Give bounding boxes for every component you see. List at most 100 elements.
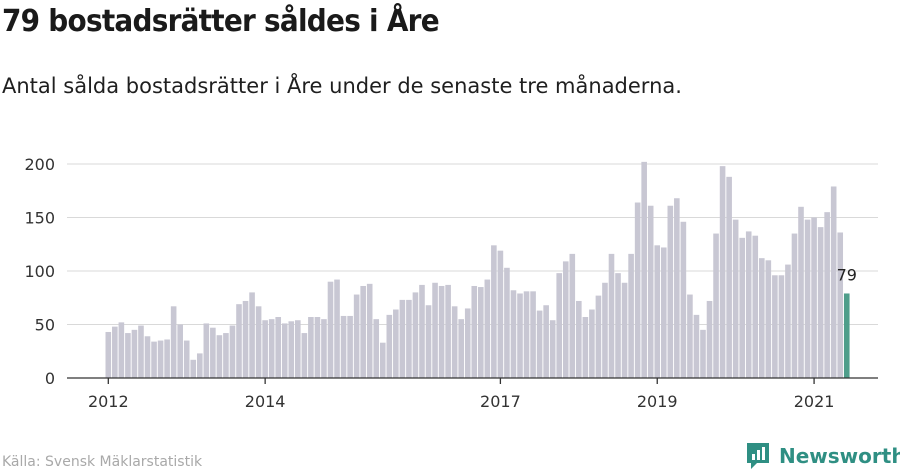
x-tick-label: 2021	[794, 392, 835, 411]
bar	[438, 285, 445, 378]
y-tick-label: 150	[24, 209, 55, 228]
bar	[647, 205, 654, 378]
bar	[451, 306, 458, 378]
bar	[693, 314, 700, 378]
bar	[308, 317, 314, 378]
bar	[576, 300, 582, 378]
bar	[340, 315, 347, 378]
bar	[223, 333, 229, 378]
bar	[497, 250, 504, 378]
bar	[138, 325, 144, 378]
bar	[412, 292, 419, 378]
bar	[347, 315, 353, 378]
bar	[660, 247, 667, 378]
bar	[262, 320, 268, 378]
bar	[249, 292, 255, 378]
bar	[785, 264, 791, 378]
bar	[105, 331, 112, 378]
bar	[432, 282, 438, 378]
bar	[314, 317, 321, 378]
bar	[589, 309, 595, 378]
y-tick-label: 50	[35, 316, 55, 335]
bar	[366, 283, 373, 378]
bar	[759, 258, 765, 378]
labels: 79	[837, 265, 857, 284]
bar	[275, 317, 282, 378]
bar	[242, 300, 249, 378]
bar	[804, 219, 811, 378]
bar	[301, 333, 308, 378]
bar	[615, 273, 621, 378]
y-tick-label: 100	[24, 262, 55, 281]
bar	[582, 317, 589, 378]
bar	[334, 279, 340, 378]
bar	[530, 291, 536, 378]
bar	[491, 245, 497, 378]
chart-title: 79 bostadsrätter såldes i Åre	[2, 4, 440, 39]
bar	[118, 322, 125, 378]
bar	[295, 320, 301, 378]
bar	[798, 206, 804, 378]
bar-highlight	[843, 293, 850, 378]
bar	[654, 245, 661, 378]
bars	[105, 161, 850, 378]
bar	[745, 231, 752, 378]
bar	[353, 294, 360, 378]
bar	[484, 279, 491, 378]
bar	[732, 219, 739, 378]
bar	[778, 275, 785, 378]
bar	[608, 253, 615, 378]
bar	[478, 287, 484, 378]
bar	[523, 291, 530, 378]
bar	[255, 306, 262, 378]
bar	[830, 186, 837, 378]
bar	[419, 284, 425, 378]
newsworthy-logo-icon	[747, 443, 769, 469]
bar	[406, 299, 412, 378]
y-tick-label: 200	[24, 155, 55, 174]
bar	[674, 198, 680, 378]
bar	[425, 305, 432, 378]
bar	[562, 261, 569, 378]
bar	[164, 339, 170, 378]
chart-subtitle: Antal sålda bostadsrätter i Åre under de…	[2, 74, 682, 98]
bar	[687, 294, 693, 378]
bar	[464, 308, 471, 378]
bar	[373, 319, 380, 378]
bar	[183, 340, 190, 378]
bar	[772, 275, 778, 378]
y-tick-label: 0	[45, 369, 55, 388]
bar	[229, 325, 236, 378]
bar	[393, 309, 399, 378]
bar	[144, 336, 151, 378]
bar	[458, 319, 464, 378]
bar	[595, 295, 602, 378]
bar	[634, 202, 641, 378]
bar	[471, 285, 478, 378]
bar	[504, 267, 510, 378]
newsworthy-logo-text: Newsworthy	[779, 444, 900, 468]
bar	[837, 232, 844, 378]
bar	[288, 321, 295, 378]
bar	[556, 273, 563, 378]
bar	[170, 306, 177, 378]
bar	[739, 237, 745, 378]
bar	[549, 320, 556, 378]
bar	[510, 290, 517, 378]
bar	[700, 329, 706, 378]
bar	[379, 342, 386, 378]
bar	[236, 304, 242, 378]
bar	[824, 212, 830, 378]
bar	[817, 227, 824, 378]
bar	[811, 217, 817, 378]
bar	[327, 281, 334, 378]
bar	[791, 233, 798, 378]
bar	[602, 282, 608, 378]
bar	[216, 335, 223, 378]
x-tick-label: 2012	[88, 392, 129, 411]
x-tick-label: 2019	[637, 392, 678, 411]
bar	[203, 323, 210, 378]
bar	[157, 340, 164, 378]
newsworthy-logo[interactable]: Newsworthy	[745, 440, 900, 472]
